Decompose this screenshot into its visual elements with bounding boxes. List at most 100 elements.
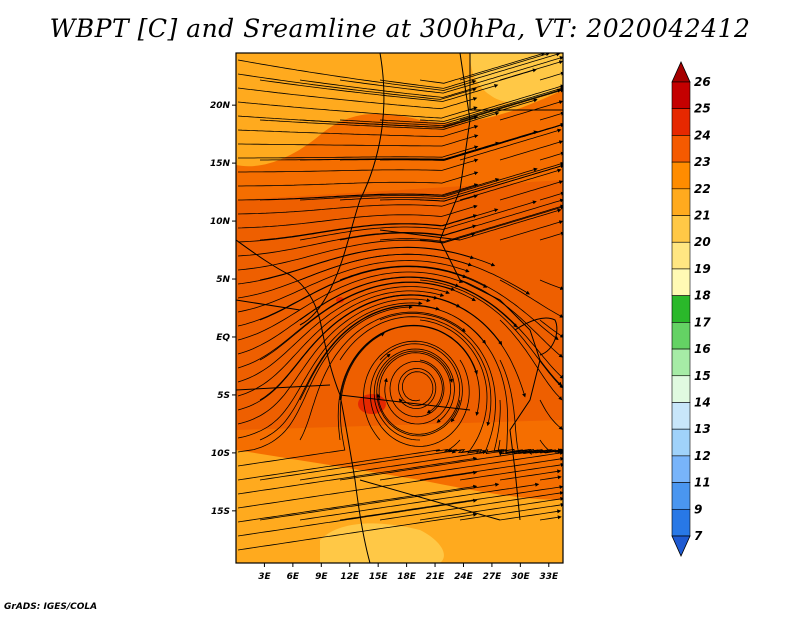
streamline [539, 279, 563, 290]
streamline [539, 71, 563, 81]
x-tick-label: 6E [287, 572, 300, 582]
streamline [339, 122, 563, 161]
streamline [259, 266, 488, 321]
streamline [299, 98, 538, 128]
streamline [299, 167, 538, 201]
streamline [299, 305, 486, 401]
streamline [379, 451, 563, 481]
streamline [237, 73, 477, 100]
wbpt-spot-24 [336, 297, 344, 303]
streamline [259, 79, 499, 102]
streamline [259, 281, 476, 361]
streamline [373, 348, 455, 441]
wbpt-region-south-21 [236, 450, 563, 563]
streamline [499, 279, 563, 318]
colorbar-swatch [671, 188, 691, 216]
colorbar-swatch [671, 81, 691, 110]
colorbar-swatch [671, 322, 691, 350]
streamline [539, 151, 563, 161]
x-tick-label: 21E [426, 572, 446, 582]
streamline [237, 101, 478, 119]
streamline [539, 359, 562, 386]
y-tick-label: EQ [216, 333, 230, 343]
y-tick-label: 10S [211, 449, 230, 459]
colorbar-swatch [671, 508, 691, 537]
streamline [459, 279, 563, 358]
colorbar-swatch [671, 161, 691, 190]
streamline [237, 204, 478, 229]
y-tick-label: 5N [216, 275, 230, 285]
streamline [339, 294, 526, 398]
wbpt-max-24 [358, 394, 386, 414]
y-tick-label: 20N [210, 101, 231, 111]
x-tick-label: 27E [483, 572, 503, 582]
streamline [237, 449, 458, 481]
streamline [237, 260, 470, 313]
y-tick-label: 15N [210, 159, 231, 169]
streamline [539, 319, 563, 338]
streamline [376, 343, 461, 435]
streamline [237, 125, 479, 138]
border-line-3 [469, 53, 563, 111]
streamline [379, 491, 563, 521]
colorbar-label: 16 [694, 342, 711, 356]
streamline [419, 279, 563, 389]
colorbar-label: 20 [694, 235, 711, 249]
west-coastline [236, 239, 371, 563]
streamline [238, 171, 479, 187]
streamline [499, 180, 563, 201]
streamline [379, 276, 563, 379]
streamline [459, 53, 551, 81]
streamline [299, 200, 537, 241]
streamline [259, 482, 500, 521]
streamline [237, 305, 413, 453]
streamline [237, 301, 423, 439]
streamline [339, 198, 563, 241]
streamline [237, 59, 477, 91]
colorbar-label: 25 [694, 102, 711, 116]
streamline [379, 313, 503, 456]
streamline [459, 128, 562, 161]
colorbar-swatch [671, 215, 691, 243]
streamline [419, 53, 546, 84]
streamline [389, 359, 445, 418]
streamline [237, 498, 478, 537]
streamline [237, 281, 455, 369]
streamline [237, 224, 477, 257]
streamline [539, 231, 563, 241]
x-tick-label: 9E [315, 572, 328, 582]
colorbar-label: 19 [694, 262, 711, 276]
colorbar-swatch [671, 108, 691, 136]
streamline [300, 130, 538, 161]
streamline [237, 290, 445, 397]
x-tick-label: 3E [258, 572, 271, 582]
colorbar-label: 22 [694, 182, 711, 196]
border-line-1 [299, 53, 385, 326]
colorbar-swatch [671, 241, 691, 270]
colorbar-label: 17 [694, 315, 711, 329]
colorbar-label: 18 [694, 289, 711, 303]
colorbar-swatch [671, 402, 691, 430]
streamline [376, 350, 461, 437]
colorbar-label: 15 [694, 369, 711, 383]
colorbar-label: 24 [694, 128, 711, 142]
streamline [237, 332, 385, 467]
streamline [459, 502, 563, 521]
streamline [499, 509, 562, 521]
x-axis: 3E 6E 9E 12E 15E 18E 21E 24E 27E 30E 33E [258, 563, 559, 582]
streamline [379, 204, 563, 243]
colorbar-label: 7 [694, 529, 703, 543]
streamline [499, 140, 563, 161]
colorbar-label: 21 [694, 209, 711, 223]
x-tick-label: 18E [397, 572, 417, 582]
colorbar-swatch [671, 455, 691, 483]
streamline [237, 298, 431, 425]
streamline [299, 253, 531, 295]
streamlines [237, 53, 563, 551]
streamline [499, 319, 563, 401]
colorbar-label: 13 [694, 422, 711, 436]
streamline [459, 462, 563, 481]
colorbar-swatch [671, 348, 691, 377]
colorbar: 26 25 24 23 22 21 20 19 18 17 16 15 14 13 12 11 9 7 [671, 61, 711, 557]
